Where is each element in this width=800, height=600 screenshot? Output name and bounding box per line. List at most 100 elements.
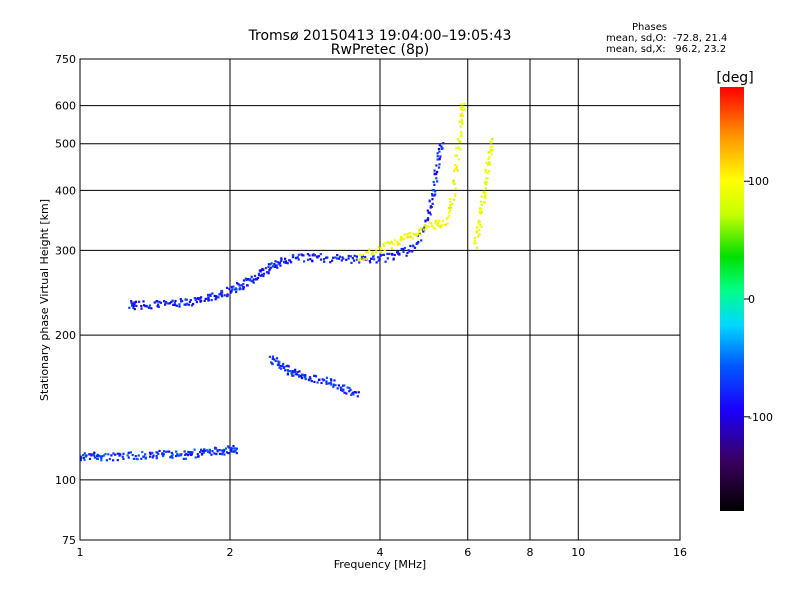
scatter-point [149, 452, 152, 456]
x-axis-label: Frequency [MHz] [334, 558, 426, 571]
scatter-point [393, 239, 397, 242]
y-tick-label: 300 [55, 244, 76, 257]
scatter-point [343, 391, 346, 394]
scatter-point [459, 140, 462, 143]
scatter-point [191, 451, 194, 454]
scatter-point [431, 202, 434, 205]
scatter-point [391, 252, 394, 256]
scatter-point [426, 209, 429, 212]
scatter-point [453, 170, 456, 173]
scatter-point [392, 257, 395, 260]
scatter-point [185, 298, 188, 301]
scatter-point [256, 276, 259, 280]
scatter-point [197, 298, 200, 301]
colorbar-tick-label: -100 [748, 411, 773, 424]
scatter-point [127, 456, 130, 459]
scatter-point [457, 146, 460, 149]
scatter-point [200, 296, 203, 299]
scatter-point [490, 153, 493, 156]
grid-lines [80, 59, 680, 540]
scatter-point [372, 254, 375, 257]
scatter-point [135, 304, 138, 307]
scatter-point [317, 255, 320, 258]
scatter-point [371, 251, 374, 254]
scatter-point [336, 387, 339, 390]
scatter-point [116, 459, 119, 462]
scatter-point [100, 459, 103, 462]
scatter-point [185, 303, 188, 306]
scatter-point [329, 261, 332, 264]
scatter-point [136, 458, 139, 461]
scatter-point [271, 355, 275, 358]
scatter-point [308, 376, 312, 379]
scatter-point [143, 304, 146, 307]
scatter-point [116, 452, 119, 455]
scatter-point [217, 296, 220, 299]
scatter-point [186, 454, 190, 457]
scatter-point [433, 169, 436, 172]
scatter-point [453, 182, 456, 185]
x-tick-label: 1 [77, 546, 84, 559]
scatter-point [478, 221, 481, 224]
scatter-point [81, 454, 85, 457]
scatter-point [110, 454, 113, 457]
colorbar-label: [deg] [716, 70, 753, 86]
scatter-point [459, 107, 462, 111]
scatter-point [425, 227, 428, 230]
scatter-point [171, 453, 174, 456]
scatter-point [210, 453, 213, 456]
scatter-point [98, 454, 101, 457]
scatter-point [229, 446, 232, 450]
scatter-point [491, 137, 494, 141]
scatter-point [433, 173, 436, 176]
scatter-point [303, 260, 306, 263]
scatter-point [118, 454, 121, 457]
scatter-point [104, 452, 107, 456]
scatter-point [282, 362, 285, 366]
scatter-point [257, 273, 261, 277]
scatter-point [436, 223, 439, 227]
scatter-point [313, 374, 316, 377]
scatter-point [396, 250, 400, 253]
scatter-point [232, 450, 236, 453]
scatter-point [155, 451, 158, 454]
scatter-point [301, 254, 304, 257]
scatter-point [327, 382, 330, 385]
scatter-point [142, 300, 145, 303]
scatter-point [268, 355, 271, 358]
scatter-point [380, 247, 383, 250]
scatter-point [309, 258, 312, 261]
scatter-point [274, 359, 277, 363]
scatter-point [166, 450, 169, 453]
scatter-point [355, 391, 358, 394]
stats-title: Phases [632, 22, 668, 33]
scatter-point [226, 294, 229, 297]
scatter-point [286, 373, 289, 376]
scatter-point [145, 304, 148, 308]
scatter-point [242, 286, 246, 289]
scatter-point [276, 363, 279, 366]
scatter-point [193, 297, 196, 300]
scatter-point [279, 364, 282, 367]
scatter-point [415, 234, 418, 237]
scatter-point [307, 378, 310, 381]
scatter-point [268, 269, 271, 272]
scatter-point [382, 253, 386, 256]
scatter-point [122, 452, 125, 455]
scatter-point [219, 292, 222, 295]
scatter-point [294, 368, 297, 371]
scatter-point [447, 206, 451, 210]
scatter-point [170, 455, 173, 458]
scatter-point [228, 446, 231, 449]
scatter-point [152, 454, 155, 457]
scatter-point [126, 454, 129, 457]
scatter-point [333, 379, 336, 382]
scatter-point [248, 279, 251, 282]
scatter-point [454, 193, 457, 196]
scatter-point [329, 381, 332, 384]
scatter-point [231, 447, 234, 450]
scatter-point [222, 452, 225, 455]
scatter-point [458, 120, 461, 123]
scatter-point [323, 260, 326, 263]
scatter-point [438, 157, 441, 160]
